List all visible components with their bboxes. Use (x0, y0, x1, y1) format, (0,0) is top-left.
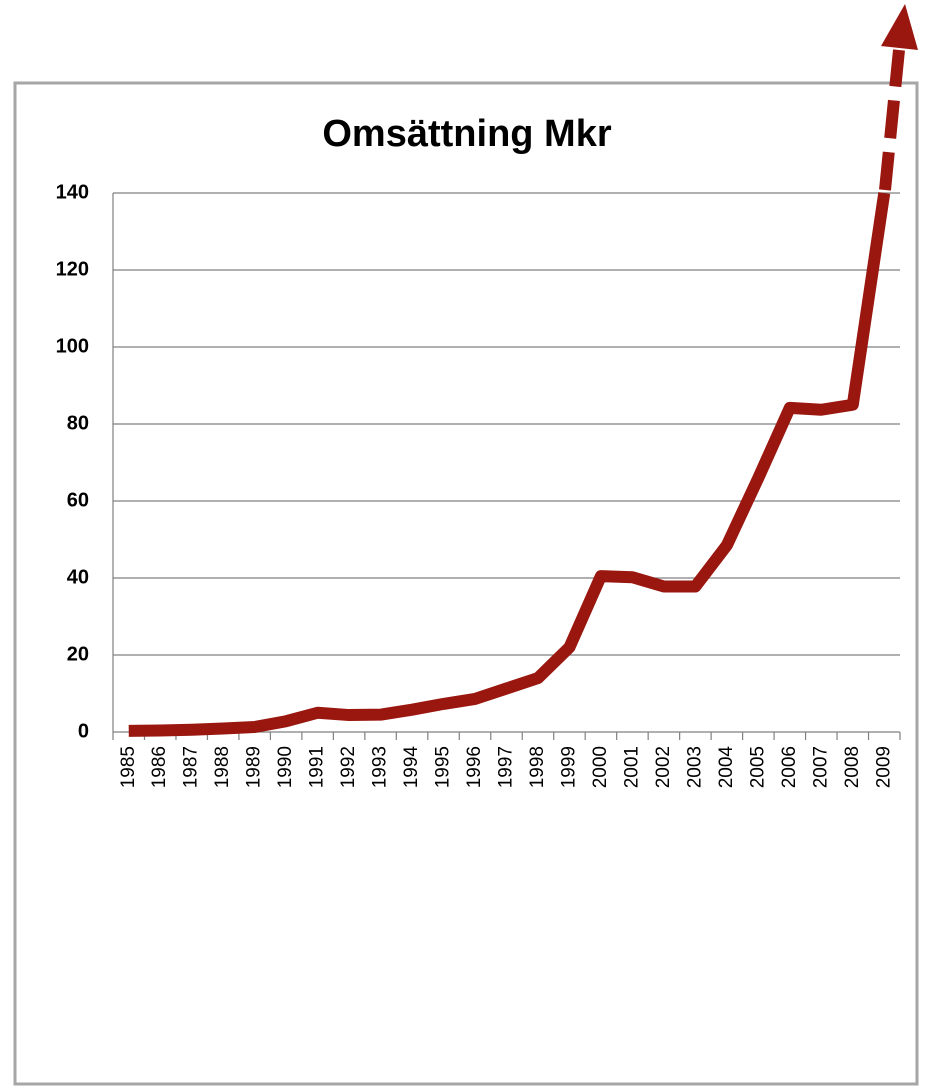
x-tick-label: 1996 (464, 746, 485, 788)
x-tick-label: 1986 (149, 746, 170, 788)
x-tick-label: 2006 (779, 746, 800, 788)
x-tick-label: 1991 (307, 746, 328, 788)
y-tick-label: 20 (67, 643, 89, 665)
chart-frame (13, 81, 919, 1086)
x-tick-label: 1999 (558, 746, 579, 788)
x-tick-label: 2000 (590, 746, 611, 788)
x-tick-label: 1998 (527, 746, 548, 788)
x-tick-label: 2008 (842, 746, 863, 788)
x-tick-label: 1989 (244, 746, 265, 788)
trend-arrow-head (881, 4, 918, 50)
x-tick-label: 2009 (873, 746, 894, 788)
trend-arrow-shaft (879, 49, 905, 191)
x-tick-label: 2004 (716, 746, 737, 789)
y-tick-label: 60 (67, 489, 89, 511)
y-tick-label: 120 (56, 258, 89, 280)
x-tick-label: 1987 (181, 746, 202, 788)
x-tick-label: 1988 (212, 746, 233, 788)
y-tick-label: 0 (78, 720, 89, 742)
x-tick-label: 1990 (275, 746, 296, 788)
plot: 0 20 40 60 80 100 120 140 1985 1986 1987 1988 1989 19… (56, 181, 901, 789)
y-tick-label: 100 (56, 335, 89, 357)
x-tick-label: 1995 (433, 746, 454, 788)
x-tick-label: 1997 (496, 746, 517, 788)
y-tick-label: 80 (67, 412, 89, 434)
x-tick-label: 1994 (401, 746, 422, 789)
x-tick-label: 2005 (747, 746, 768, 788)
chart-title: Omsättning Mkr (322, 113, 611, 155)
y-tick-label: 140 (56, 181, 89, 203)
x-tick-label: 1985 (118, 746, 139, 788)
data-line (128, 192, 891, 737)
x-tick-label: 2002 (653, 746, 674, 788)
x-tick-label: 2001 (621, 746, 642, 788)
x-tick-label: 1993 (370, 746, 391, 788)
y-tick-label: 40 (67, 566, 89, 588)
x-tick-label: 1992 (338, 746, 359, 788)
x-tick-label: 2007 (810, 746, 831, 788)
x-tick-label: 2003 (684, 746, 705, 788)
